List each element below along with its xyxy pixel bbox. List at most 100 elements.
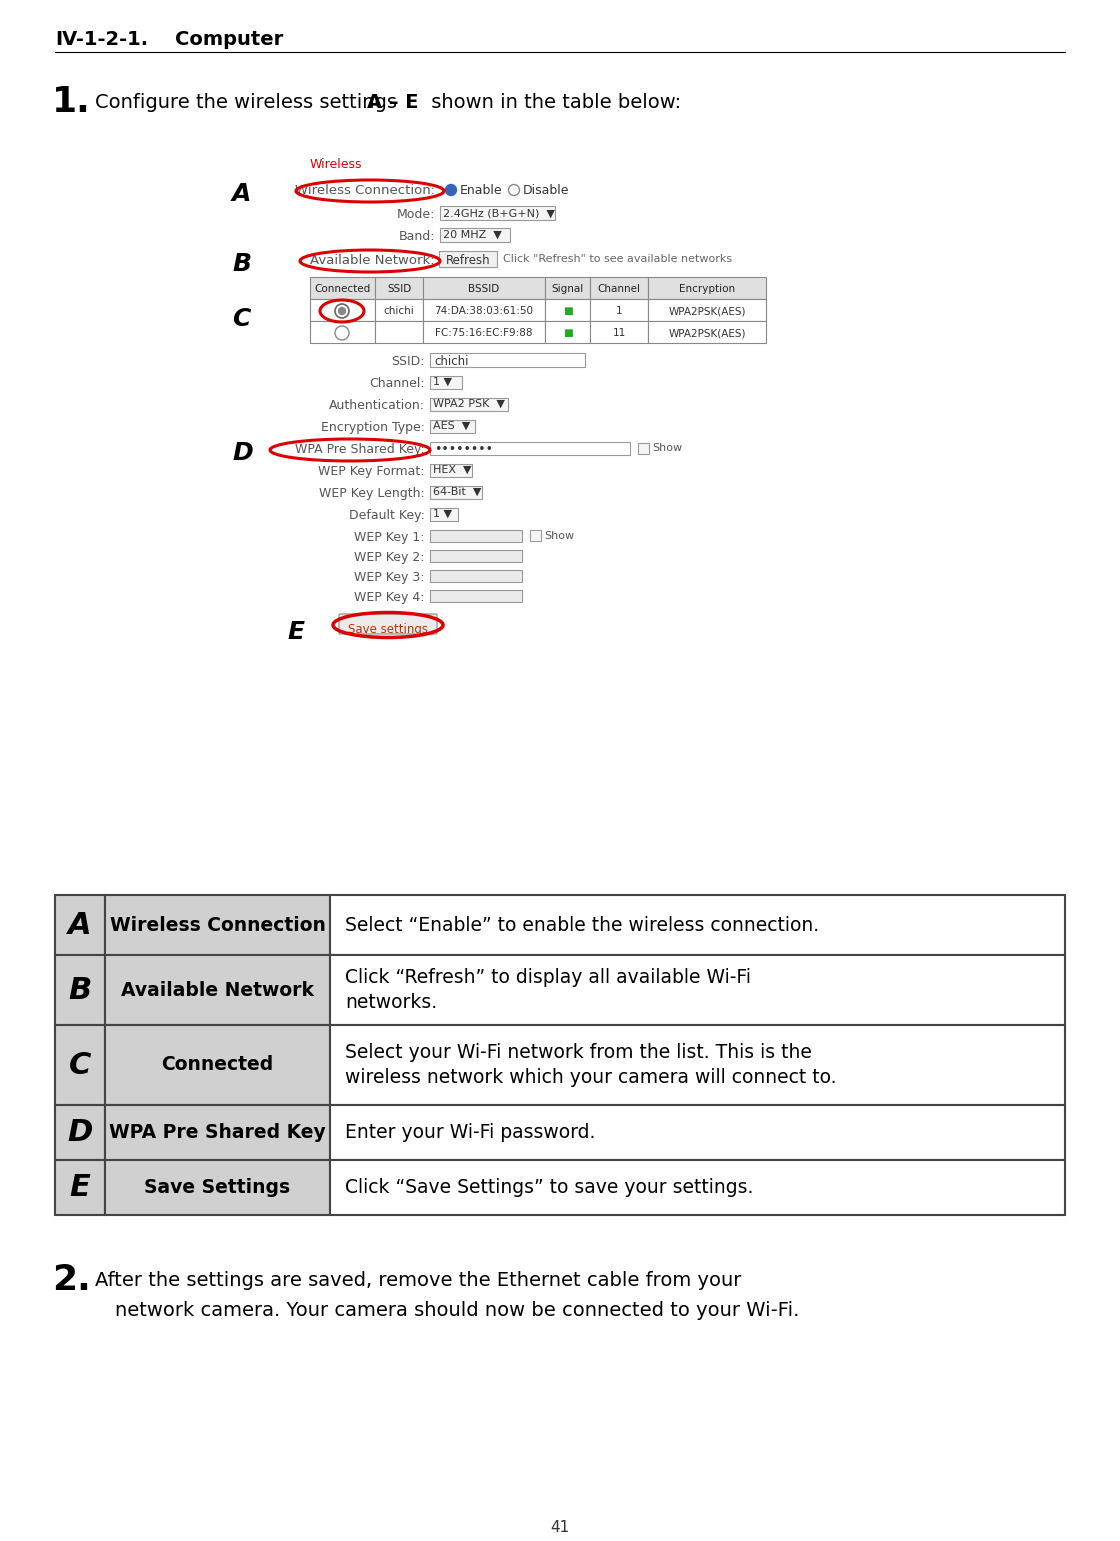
Text: 1: 1 [616, 307, 623, 316]
Text: network camera. Your camera should now be connected to your Wi-Fi.: network camera. Your camera should now b… [115, 1301, 800, 1321]
Bar [545, 321, 590, 344]
Text: Configure the wireless settings: Configure the wireless settings [95, 92, 403, 112]
Text: B: B [68, 975, 92, 1005]
Text: chichi: chichi [384, 307, 414, 316]
FancyBboxPatch shape [430, 530, 522, 542]
Text: Click "Refresh" to see available networks: Click "Refresh" to see available network… [503, 254, 732, 264]
Text: Available Network: Available Network [121, 980, 314, 1000]
Text: Save settings: Save settings [348, 623, 428, 636]
Text: E: E [287, 619, 305, 644]
Bar [375, 321, 423, 344]
Text: WPA Pre Shared Key: WPA Pre Shared Key [109, 1123, 326, 1142]
Text: E: E [69, 1173, 91, 1202]
FancyBboxPatch shape [430, 421, 475, 433]
Text: 1 ▼: 1 ▼ [433, 378, 452, 387]
Bar [375, 277, 423, 299]
Bar [330, 1105, 1065, 1160]
Text: 2.4GHz (B+G+N)  ▼: 2.4GHz (B+G+N) ▼ [444, 208, 554, 217]
Text: shown in the table below:: shown in the table below: [424, 92, 681, 112]
FancyBboxPatch shape [430, 590, 522, 603]
Text: A – E: A – E [367, 92, 419, 112]
Text: SSID: SSID [386, 284, 411, 294]
FancyBboxPatch shape [430, 398, 508, 411]
FancyBboxPatch shape [430, 442, 629, 455]
Text: B: B [232, 253, 251, 276]
Bar [105, 1160, 330, 1214]
Bar [105, 955, 330, 1025]
Text: Authentication:: Authentication: [329, 399, 424, 411]
Bar [55, 955, 105, 1025]
Text: Computer: Computer [175, 29, 283, 49]
Text: WEP Key 1:: WEP Key 1: [355, 532, 424, 544]
Bar [530, 530, 541, 541]
Circle shape [338, 308, 345, 314]
Bar [310, 277, 375, 299]
FancyBboxPatch shape [430, 353, 585, 367]
Text: D: D [67, 1119, 93, 1147]
Bar [55, 1160, 105, 1214]
Text: WEP Key 4:: WEP Key 4: [355, 592, 424, 604]
FancyBboxPatch shape [430, 550, 522, 562]
Text: Wireless Connection:: Wireless Connection: [295, 183, 435, 197]
Bar [330, 1160, 1065, 1214]
Circle shape [446, 185, 457, 196]
Text: AES  ▼: AES ▼ [433, 421, 470, 431]
Text: Save Settings: Save Settings [144, 1177, 290, 1197]
FancyBboxPatch shape [430, 464, 472, 478]
Bar [330, 1025, 1065, 1105]
Text: BSSID: BSSID [468, 284, 500, 294]
Text: Click “Save Settings” to save your settings.: Click “Save Settings” to save your setti… [345, 1177, 754, 1197]
Bar [648, 321, 766, 344]
Text: Channel:: Channel: [370, 378, 424, 390]
Bar [310, 321, 375, 344]
Text: FC:75:16:EC:F9:88: FC:75:16:EC:F9:88 [436, 328, 533, 337]
Text: 41: 41 [550, 1519, 570, 1535]
Text: Available Network:: Available Network: [310, 254, 435, 267]
Bar [590, 277, 648, 299]
FancyBboxPatch shape [439, 251, 497, 267]
Text: chichi: chichi [435, 354, 468, 368]
FancyBboxPatch shape [430, 485, 482, 499]
Text: Disable: Disable [523, 183, 569, 197]
Text: Refresh: Refresh [446, 254, 491, 267]
Bar [648, 277, 766, 299]
Bar [105, 895, 330, 955]
Bar [545, 299, 590, 321]
Text: Select “Enable” to enable the wireless connection.: Select “Enable” to enable the wireless c… [345, 915, 819, 934]
Text: HEX  ▼: HEX ▼ [433, 465, 472, 475]
Bar [545, 277, 590, 299]
Text: 1.: 1. [52, 85, 91, 119]
Text: Show: Show [544, 532, 575, 541]
Text: SSID:: SSID: [392, 354, 424, 368]
Bar [215, 140, 945, 855]
Text: Show: Show [652, 442, 682, 453]
Text: WEP Key Format:: WEP Key Format: [318, 465, 424, 478]
Text: WEP Key Length:: WEP Key Length: [319, 487, 424, 499]
Bar [590, 321, 648, 344]
FancyBboxPatch shape [339, 613, 437, 633]
Text: 20 MHZ  ▼: 20 MHZ ▼ [444, 230, 502, 240]
Bar [330, 955, 1065, 1025]
FancyBboxPatch shape [430, 509, 458, 521]
Text: WPA2 PSK  ▼: WPA2 PSK ▼ [433, 399, 505, 408]
Text: Connected: Connected [315, 284, 371, 294]
Text: 2.: 2. [52, 1264, 91, 1298]
Bar [638, 442, 648, 455]
Text: 11: 11 [613, 328, 626, 337]
Bar [330, 895, 1065, 955]
Text: D: D [232, 441, 253, 465]
Text: C: C [68, 1051, 91, 1080]
Bar [55, 1105, 105, 1160]
Text: Select your Wi-Fi network from the list. This is the
wireless network which your: Select your Wi-Fi network from the list.… [345, 1043, 837, 1088]
Bar [55, 895, 105, 955]
Bar [105, 1105, 330, 1160]
Text: Enter your Wi-Fi password.: Enter your Wi-Fi password. [345, 1123, 596, 1142]
Text: C: C [232, 307, 251, 331]
Bar [105, 1025, 330, 1105]
Text: Channel: Channel [597, 284, 641, 294]
Text: After the settings are saved, remove the Ethernet cable from your: After the settings are saved, remove the… [95, 1271, 741, 1290]
Text: IV-1-2-1.: IV-1-2-1. [55, 29, 148, 49]
Text: Signal: Signal [551, 284, 584, 294]
Text: ■: ■ [562, 307, 572, 316]
Text: Click “Refresh” to display all available Wi-Fi
networks.: Click “Refresh” to display all available… [345, 968, 752, 1012]
